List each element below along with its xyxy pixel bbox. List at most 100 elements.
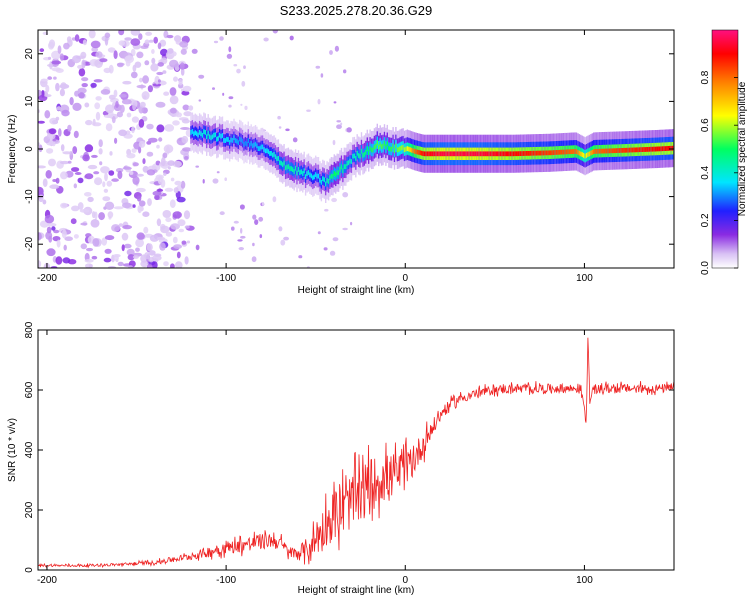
heat-cell (290, 166, 292, 171)
heat-cell (150, 63, 159, 72)
heat-cell (45, 170, 52, 179)
heat-cell (575, 149, 578, 154)
x-tick-label: 0 (402, 575, 408, 586)
heat-cell (244, 105, 248, 110)
heat-cell (142, 75, 150, 84)
heat-cell (212, 87, 215, 90)
heat-cell (346, 160, 348, 166)
heat-cell (524, 151, 526, 156)
heat-cell (131, 126, 135, 134)
heat-cell (240, 227, 243, 234)
heat-cell (628, 147, 631, 153)
heat-cell (631, 147, 634, 153)
heat-cell (146, 151, 154, 157)
heat-cell (46, 248, 56, 257)
heat-cell (568, 149, 571, 155)
heat-cell (573, 149, 575, 154)
heat-cell (128, 265, 133, 268)
heat-cell (505, 151, 507, 157)
heat-cell (170, 223, 181, 230)
colorbar-tick-label: 0.6 (700, 118, 711, 132)
heat-cell (336, 120, 342, 123)
heat-cell (603, 148, 605, 154)
heat-cell (93, 79, 103, 83)
heat-cell (320, 179, 323, 185)
heat-cell (385, 144, 387, 150)
heat-cell (117, 170, 123, 180)
x-tick-label: 100 (576, 273, 593, 284)
heat-cell (485, 151, 487, 157)
heat-cell (491, 151, 493, 157)
heat-cell (251, 143, 254, 149)
x-tick-label: 100 (576, 575, 593, 586)
heat-cell (123, 243, 132, 249)
y-tick-label: 400 (24, 441, 35, 458)
heat-cell (262, 201, 264, 206)
heat-cell (175, 112, 182, 118)
heat-cell (102, 196, 111, 202)
heat-cell (118, 223, 124, 227)
heat-cell (183, 111, 192, 117)
heat-cell (259, 146, 261, 151)
heat-cell (230, 137, 232, 143)
heat-cell (102, 181, 106, 188)
heat-cell (151, 49, 155, 54)
heat-cell (366, 146, 368, 152)
heat-cell (266, 148, 268, 153)
heat-cell (393, 148, 396, 154)
heat-cell (167, 166, 171, 170)
heat-cell (325, 181, 327, 187)
heat-cell (663, 146, 665, 151)
heat-cell (56, 106, 62, 111)
heat-cell (647, 147, 649, 152)
heat-cell (263, 147, 265, 152)
heat-cell (103, 188, 109, 193)
colorbar-tick-label: 0.2 (700, 213, 711, 227)
heat-cell (396, 147, 399, 153)
heat-cell (535, 150, 538, 156)
x-tick-label: -100 (216, 273, 236, 284)
heat-cell (560, 149, 562, 155)
heat-cell (620, 148, 622, 153)
y-tick-label: -10 (24, 189, 35, 204)
heat-cell (81, 77, 89, 82)
heat-cell (56, 239, 61, 248)
y-tick-label: 10 (24, 95, 35, 107)
heat-cell (548, 150, 550, 156)
heat-cell (342, 168, 344, 174)
heat-cell (90, 40, 101, 49)
heat-cell (547, 150, 549, 156)
spectrogram-x-ticks: -200 -100 0 100 (37, 30, 593, 284)
heat-cell (175, 261, 183, 268)
heat-cell (650, 146, 652, 152)
heat-cell (113, 50, 118, 59)
heat-cell (482, 151, 485, 157)
y-tick-label: 20 (24, 48, 35, 60)
heat-cell (162, 210, 172, 218)
heat-cell (534, 150, 536, 156)
heat-cell (236, 68, 241, 74)
heat-cell (184, 156, 189, 160)
heat-cell (435, 151, 437, 157)
y-tick-label: 800 (24, 321, 35, 338)
heat-cell (303, 168, 305, 174)
heat-cell (274, 154, 277, 160)
heat-cell (280, 160, 282, 166)
heat-cell (148, 137, 158, 143)
heat-cell (653, 146, 655, 152)
y-tick-label: 600 (24, 381, 35, 398)
heat-cell (45, 84, 50, 93)
heat-cell (489, 151, 492, 157)
heat-cell (250, 141, 252, 146)
snr-x-label: Height of straight line (km) (298, 585, 415, 596)
heat-cell (195, 244, 200, 251)
heat-cell (373, 144, 376, 150)
spectrogram-y-ticks: -20 -10 0 10 20 (24, 48, 674, 251)
heat-cell (436, 151, 439, 157)
heat-cell (637, 147, 639, 153)
heat-cell (651, 146, 654, 152)
heat-cell (84, 192, 92, 197)
heat-cell (591, 150, 593, 155)
heat-cell (138, 119, 145, 128)
heat-cell (644, 147, 646, 152)
